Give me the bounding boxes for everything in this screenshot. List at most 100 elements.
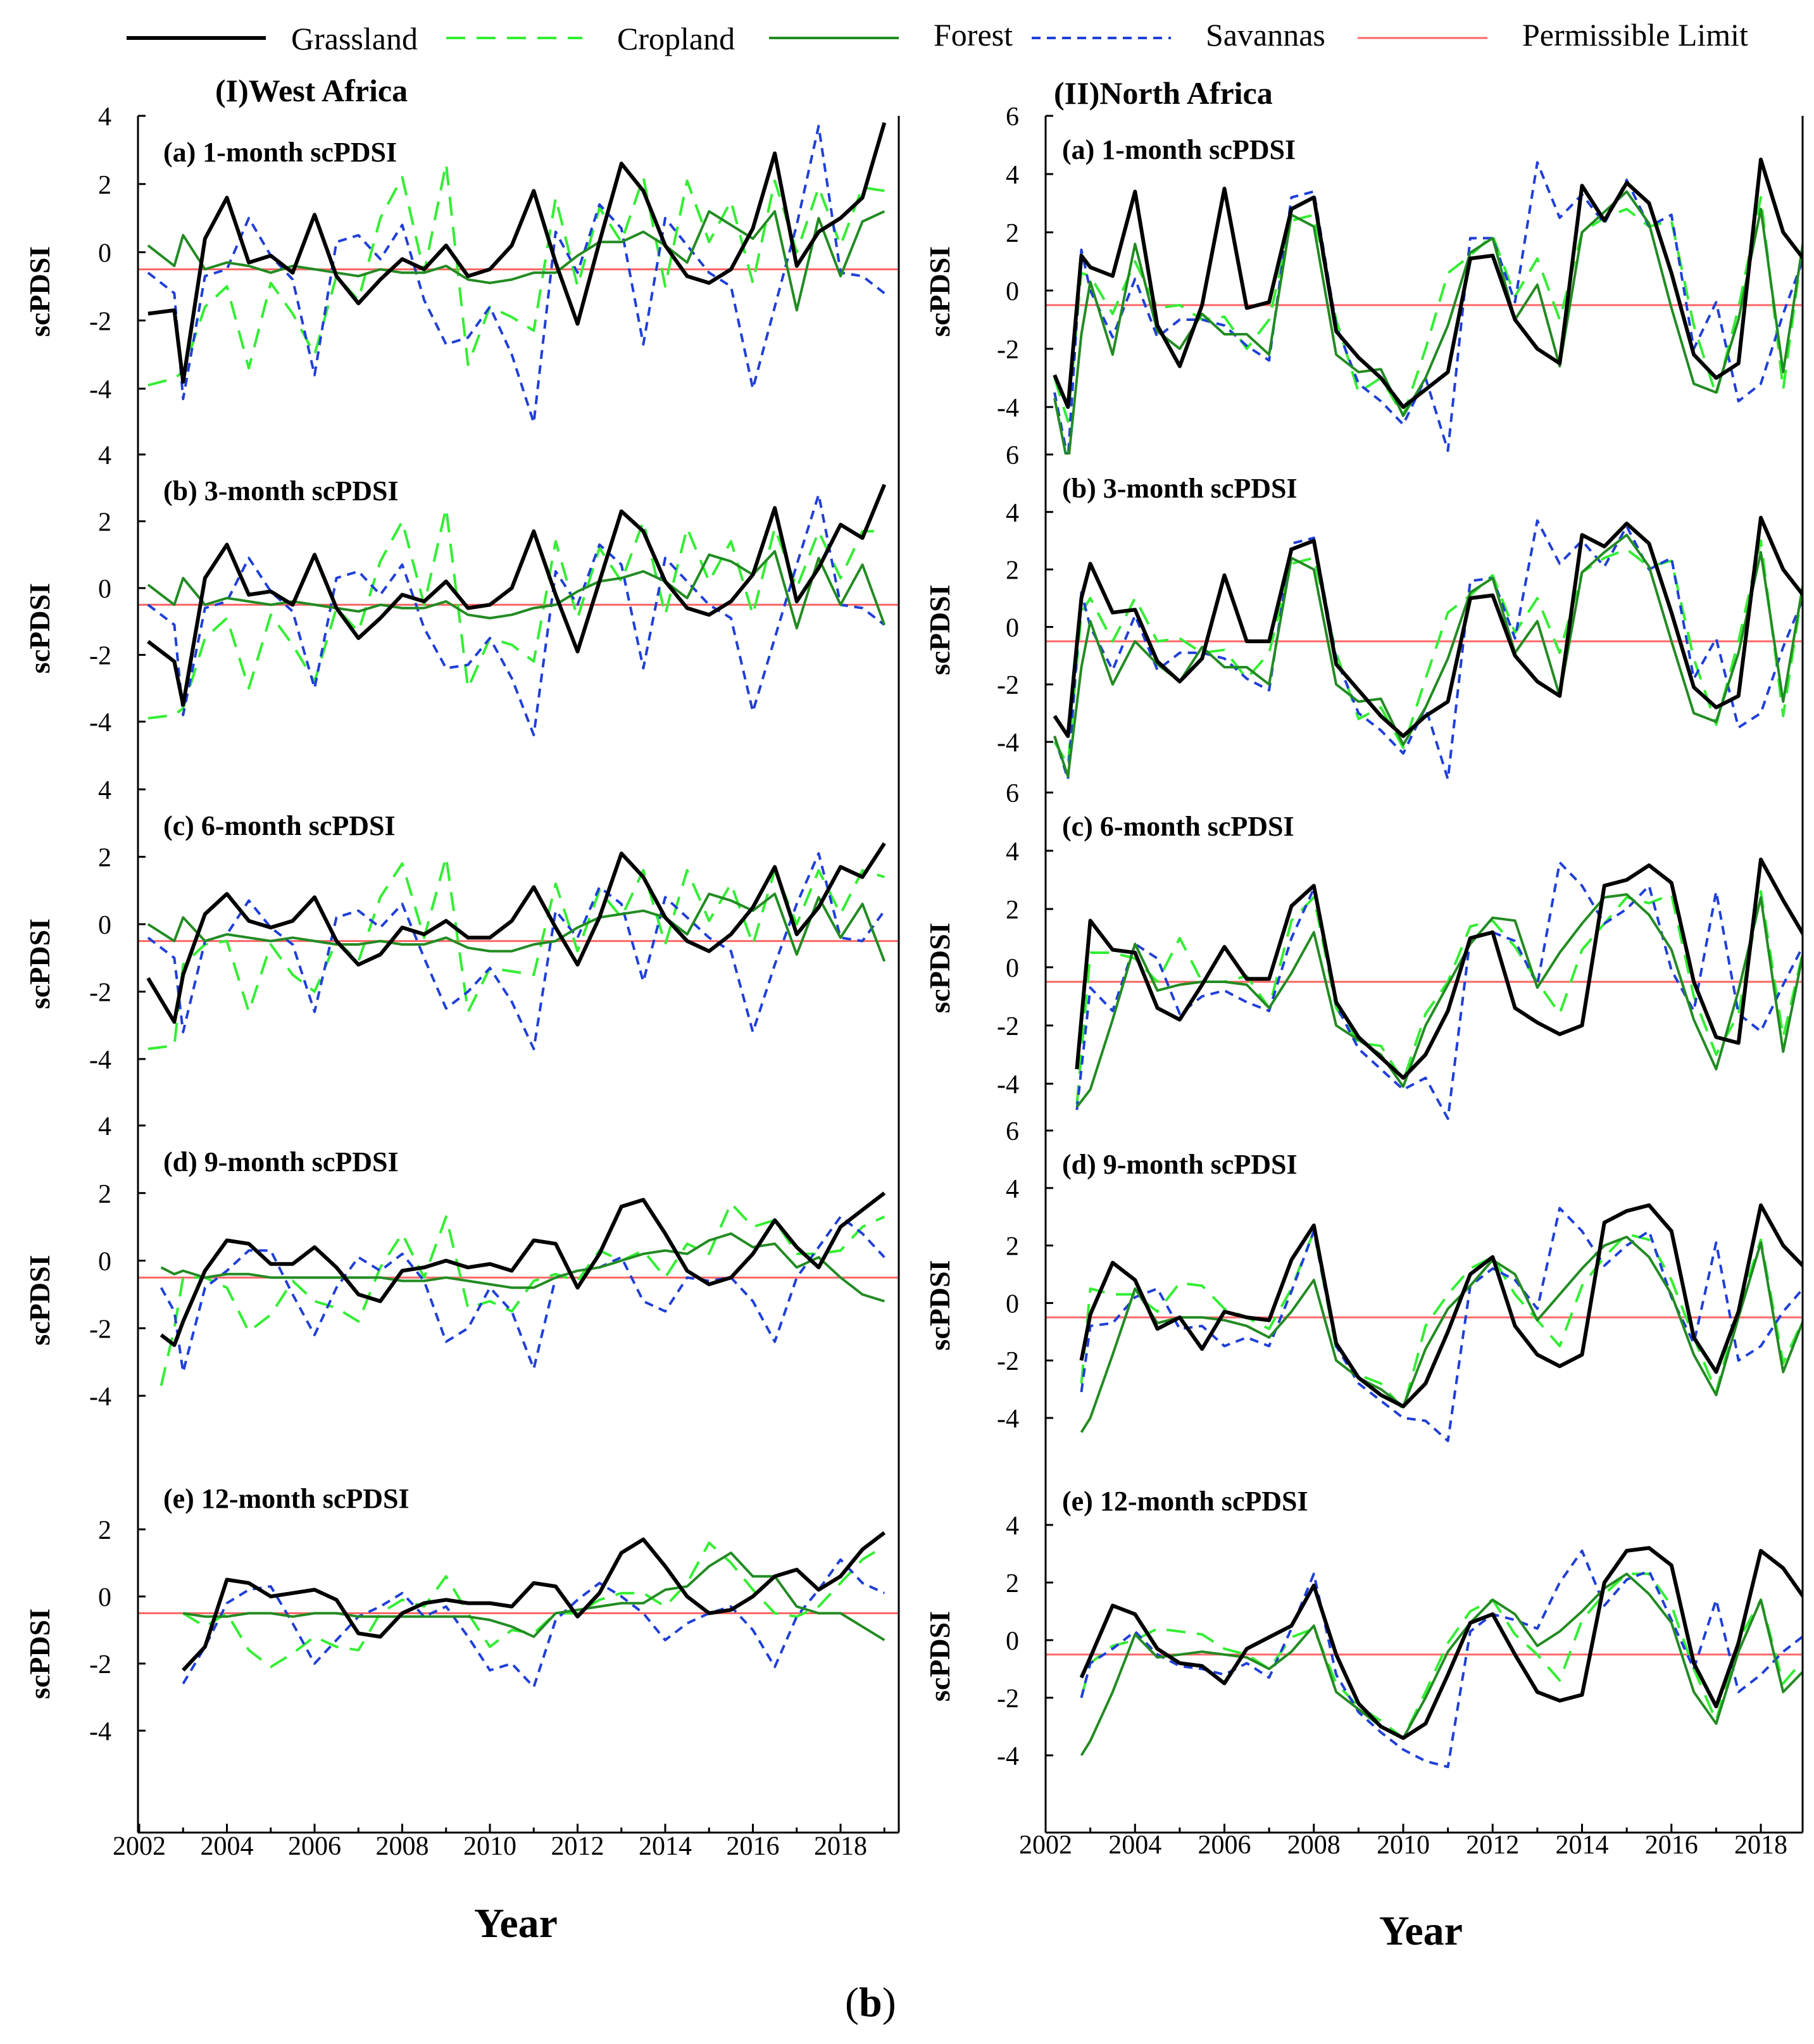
north-africa-panel-5-ytick-label-1: 2	[1006, 1569, 1019, 1598]
north-africa-panel-3-ytick-label-1: 4	[1006, 837, 1019, 867]
north-africa-panel-2-series-grassland	[1053, 515, 1803, 738]
west-africa-panel-1-series-grassland	[147, 122, 887, 384]
north-africa-panel-1-series-grassland	[1053, 158, 1803, 409]
north-africa-xtick-label-2002: 2002	[1019, 1831, 1072, 1860]
west-africa-panel-1-title: (a) 1-month scPDSI	[163, 137, 397, 168]
west-africa-panel-2-series-savannas	[147, 493, 885, 737]
west-africa-panel-1-ytick-label-4: -4	[89, 375, 111, 404]
north-africa-panel-2-ytick-label-3: 0	[1006, 613, 1019, 643]
west-africa-xtick-label-2012: 2012	[551, 1832, 604, 1861]
north-africa-panel-2-ytick-label-5: -4	[997, 729, 1019, 758]
west-africa-panel-4-ytick-label-4: -4	[89, 1383, 111, 1412]
north-africa-xlabel: Year	[1379, 1908, 1463, 1954]
west-africa-panel-3-ytick-label-4: -4	[89, 1046, 111, 1075]
north-africa-panel-5-series-savannas	[1080, 1549, 1803, 1769]
north-africa-panel-1-title: (a) 1-month scPDSI	[1062, 134, 1296, 165]
west-africa-panel-3-series-savannas	[147, 852, 885, 1050]
west-africa-panel-2-series-cropland	[147, 506, 885, 720]
north-africa-panel-2: 6 4 2 0 -2 -4 (b) 3-month scPDSI scPDSI	[923, 441, 1803, 781]
north-africa-panel-5-ytick-label-2: 0	[1006, 1627, 1019, 1656]
north-africa-panel-1-ytick-label-5: -4	[997, 394, 1019, 423]
north-africa-panel-4-ytick-label-0: 6	[1006, 1117, 1019, 1146]
west-africa-xtick-label-2006: 2006	[288, 1832, 341, 1861]
legend: Grassland Cropland Forest Savannas Permi…	[127, 17, 1748, 56]
north-africa-panel-1-ytick-label-2: 2	[1006, 219, 1019, 248]
west-africa-panel-4-ytick-label-1: 2	[98, 1180, 111, 1209]
north-africa-xtick-label-2004: 2004	[1108, 1831, 1161, 1860]
north-africa-panel-2-series-forest	[1053, 534, 1803, 778]
north-africa-panel-3-ytick-label-0: 6	[1006, 779, 1019, 808]
west-africa-panel-2-ytick-label-4: -4	[89, 708, 111, 737]
north-africa-panel-3-ytick-label-5: -4	[997, 1070, 1019, 1100]
west-africa-panel-3: 4 2 0 -2 -4 (c) 6-month scPDSI scPDSI	[23, 776, 899, 1075]
north-africa-panel-1-ylabel: scPDSI	[923, 246, 956, 337]
west-africa-panel-5-series-cropland	[182, 1541, 885, 1669]
west-africa-panel-2-ytick-label-1: 2	[98, 508, 111, 537]
north-africa-panel-2-title: (b) 3-month scPDSI	[1062, 473, 1298, 504]
west-africa-panel-5-ytick-label-1: 0	[98, 1583, 111, 1612]
north-africa-panel-3-ytick-label-2: 2	[1006, 896, 1019, 925]
west-africa-panel-1-ytick-label-0: 4	[98, 103, 111, 132]
north-africa-panel-4-series-cropland	[1080, 1229, 1803, 1411]
north-africa-panel-3-ylabel: scPDSI	[923, 922, 956, 1013]
west-africa-panel-3-title: (c) 6-month scPDSI	[163, 810, 396, 841]
west-africa-panel-1-ytick-label-2: 0	[98, 239, 111, 268]
north-africa-chart-group: 6 4 2 0 -2 -4 (a) 1-month scPDSI scPDSI 6 4 2 0 -2 -4…	[923, 103, 1804, 1954]
west-africa-panel-2-ylabel: scPDSI	[23, 583, 56, 674]
caption-open: (	[845, 1979, 859, 2026]
north-africa-panel-3-ytick-label-4: -2	[997, 1012, 1019, 1041]
west-africa-xtick-label-2002: 2002	[113, 1832, 166, 1861]
west-africa-xtick-label-2016: 2016	[727, 1832, 780, 1861]
west-africa-panel-5-ytick-label-0: 2	[98, 1516, 111, 1545]
north-africa-panel-3-series-forest	[1075, 893, 1803, 1108]
north-africa-panel-4-ytick-label-5: -4	[997, 1405, 1019, 1434]
west-africa-chart-group: 4 2 0 -2 -4 (a) 1-month scPDSI scPDSI 4 2 0 -2 -4 (b…	[23, 103, 900, 1947]
north-africa-xtick-label-2008: 2008	[1287, 1831, 1341, 1860]
west-africa-panel-2-series-forest	[147, 550, 886, 630]
west-africa-panel-3-ylabel: scPDSI	[23, 919, 56, 1009]
west-africa-panel-3-series-cropland	[147, 855, 885, 1050]
west-africa-panel-4-ytick-label-0: 4	[98, 1112, 111, 1141]
west-africa-panel-1-ylabel: scPDSI	[23, 246, 56, 337]
west-africa-xlabel: Year	[474, 1900, 558, 1947]
west-africa-panel-1-series-savannas	[147, 125, 885, 424]
west-africa-xtick-label-2018: 2018	[814, 1832, 867, 1861]
north-africa-panel-1-ytick-label-3: 0	[1006, 277, 1019, 306]
north-africa-panel-4-ytick-label-2: 2	[1006, 1232, 1019, 1262]
west-africa-panel-3-series-grassland	[146, 842, 886, 1024]
north-africa-panel-5-series-forest	[1080, 1572, 1803, 1757]
west-africa-panel-2-ytick-label-3: -2	[89, 642, 111, 671]
column-title-north-africa: (II)North Africa	[1054, 75, 1273, 111]
north-africa-panel-4-ytick-label-1: 4	[1006, 1175, 1019, 1204]
west-africa-panel-5-ylabel: scPDSI	[23, 1608, 56, 1699]
west-africa-panel-1-series-forest	[147, 210, 885, 312]
north-africa-panel-5-ytick-label-3: -2	[997, 1684, 1019, 1714]
north-africa-panel-4: 6 4 2 0 -2 -4 (d) 9-month scPDSI scPDSI	[923, 1117, 1803, 1443]
west-africa-xtick-label-2014: 2014	[639, 1832, 692, 1861]
west-africa-panel-4-series-grassland	[160, 1191, 886, 1347]
north-africa-panel-5-ytick-label-4: -4	[997, 1742, 1019, 1771]
legend-label-permissible-limit: Permissible Limit	[1522, 17, 1748, 53]
west-africa-panel-5-ytick-label-3: -4	[89, 1717, 111, 1746]
west-africa-xtick-label-2010: 2010	[463, 1832, 516, 1861]
west-africa-panel-3-ytick-label-3: -2	[89, 979, 111, 1008]
legend-label-forest: Forest	[934, 17, 1013, 53]
column-title-west-africa: (I)West Africa	[215, 73, 408, 108]
west-africa-panel-2-ytick-label-2: 0	[98, 575, 111, 604]
north-africa-panel-1-series-savannas	[1053, 161, 1803, 455]
north-africa-panel-5-ylabel: scPDSI	[923, 1611, 956, 1702]
legend-label-grassland: Grassland	[291, 21, 418, 56]
north-africa-xtick-label-2016: 2016	[1645, 1831, 1698, 1860]
north-africa-xtick-label-2018: 2018	[1734, 1831, 1787, 1860]
legend-label-savannas: Savannas	[1206, 17, 1325, 53]
west-africa-xtick-label-2004: 2004	[201, 1832, 254, 1861]
west-africa-panel-5: 2 0 -2 -4 (e) 12-month scPDSI scPDSI	[23, 1483, 899, 1746]
west-africa-panel-4-ylabel: scPDSI	[23, 1255, 56, 1345]
north-africa-xtick-label-2006: 2006	[1198, 1831, 1251, 1860]
west-africa-panel-4-series-cropland	[160, 1201, 885, 1386]
west-africa-panel-4: 4 2 0 -2 -4 (d) 9-month scPDSI scPDSI	[23, 1112, 899, 1412]
north-africa-panel-2-ytick-label-1: 4	[1006, 499, 1019, 528]
north-africa-xtick-label-2010: 2010	[1377, 1831, 1430, 1860]
north-africa-panel-1-ytick-label-1: 4	[1006, 161, 1019, 190]
north-africa-panel-3: 6 4 2 0 -2 -4 (c) 6-month scPDSI scPDSI	[923, 779, 1803, 1120]
